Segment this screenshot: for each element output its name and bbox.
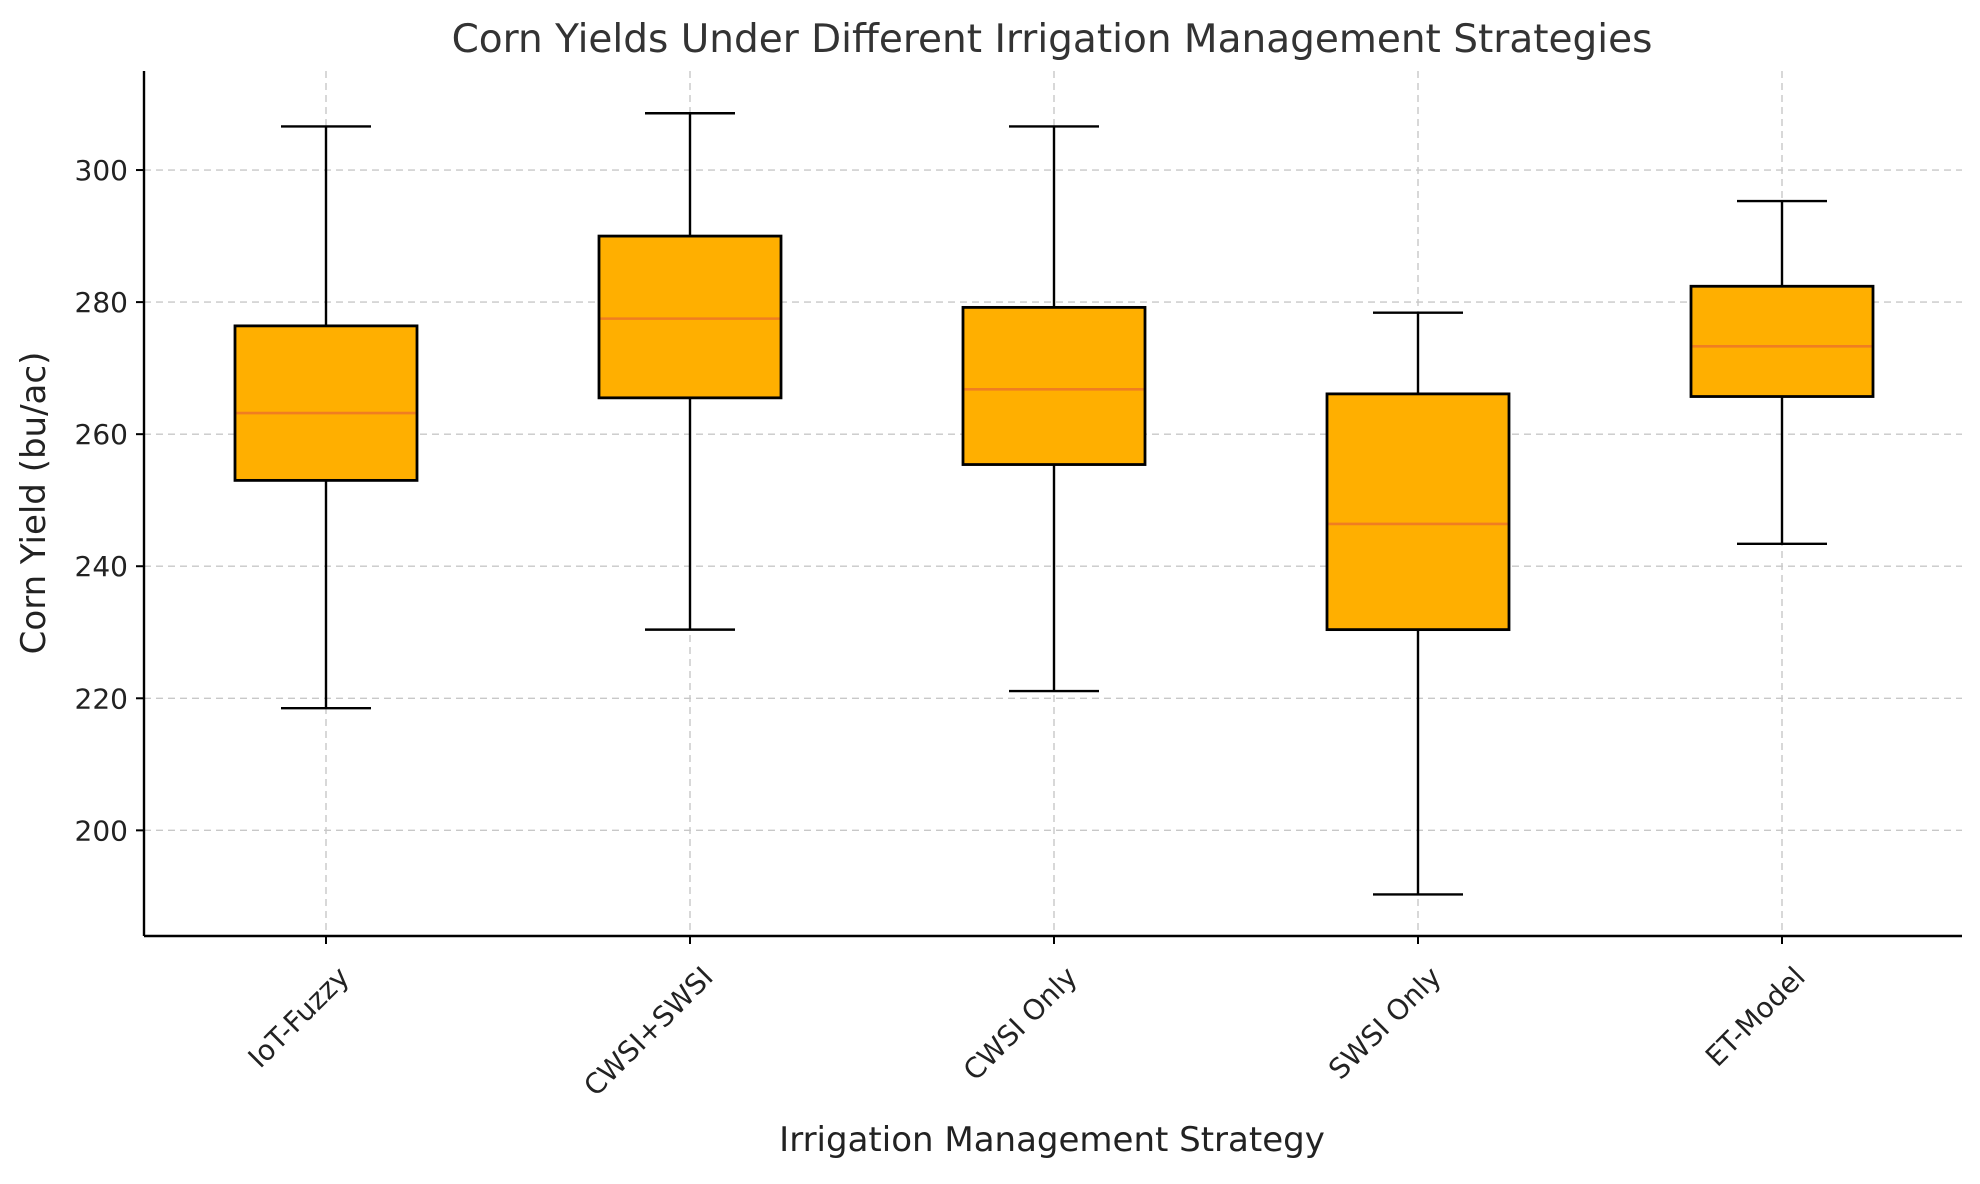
box-group [1325,311,1511,896]
x-tick-label: SWSI Only [1322,960,1448,1086]
iqr-box [233,324,419,482]
iqr-box [961,305,1147,466]
y-axis-label: Corn Yield (bu/ac) [14,352,54,655]
chart-title: Corn Yields Under Different Irrigation M… [452,17,1653,62]
box-group [233,125,419,710]
iqr-box [1325,392,1511,632]
x-tick-label: ET-Model [1699,960,1812,1073]
y-tick-label: 300 [75,154,128,187]
x-tick-label: IoT-Fuzzy [242,960,356,1074]
box-group [1689,199,1875,545]
y-tick-label: 200 [75,814,128,847]
x-tick-label: CWSI+SWSI [577,960,719,1102]
axes: 200 220 240 260 280 300 IoT-Fuzzy CWSI+SWSI CWSI… [75,71,1962,1103]
y-tick-label: 240 [75,550,128,583]
box-series [233,112,1875,896]
y-tick-label: 280 [75,286,128,319]
y-tick-label: 220 [75,682,128,715]
y-tick-label: 260 [75,418,128,451]
x-tick-label: CWSI Only [957,960,1084,1087]
iqr-box [597,234,783,400]
box-group [961,125,1147,693]
box-group [597,112,783,631]
iqr-box [1689,284,1875,398]
x-axis-label: Irrigation Management Strategy [779,1120,1325,1160]
